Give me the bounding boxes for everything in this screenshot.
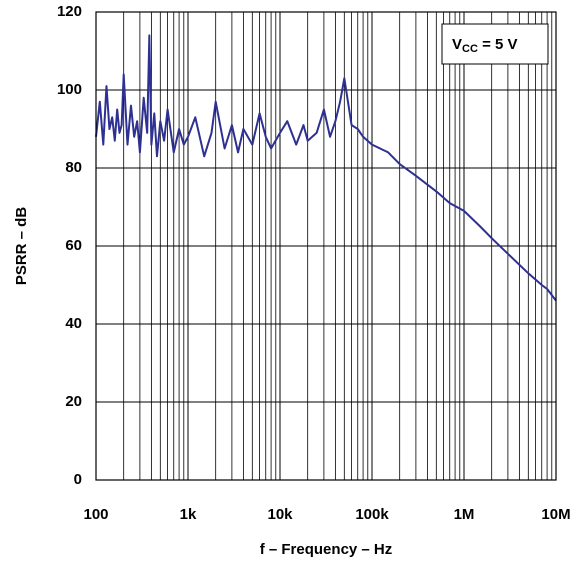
annotation-box (441, 23, 549, 65)
x-axis-title: f – Frequency – Hz (260, 541, 393, 558)
annotation-sub: CC (462, 43, 478, 55)
annotation: VCC = 5 V (452, 36, 518, 55)
y-tick-label: 40 (65, 315, 82, 332)
annotation-rest: = 5 V (478, 36, 518, 53)
y-tick-label: 100 (57, 81, 82, 98)
y-tick-label: 20 (65, 393, 82, 410)
y-axis-title: PSRR – dB (13, 207, 30, 286)
x-tick-label: 100 (83, 506, 108, 523)
x-tick-label: 1M (454, 506, 475, 523)
marks (95, 34, 557, 302)
y-tick-label: 60 (65, 237, 82, 254)
x-tick-label: 10k (267, 506, 293, 523)
x-tick-label: 10M (541, 506, 570, 523)
plot-frame (95, 11, 557, 481)
x-tick-label: 100k (355, 506, 389, 523)
x-tick-label: 1k (180, 506, 197, 523)
y-tick-label: 120 (57, 3, 82, 20)
annotation-main: V (452, 36, 462, 53)
y-tick-label: 80 (65, 159, 82, 176)
y-tick-label: 0 (74, 471, 82, 488)
data-line (95, 34, 557, 302)
